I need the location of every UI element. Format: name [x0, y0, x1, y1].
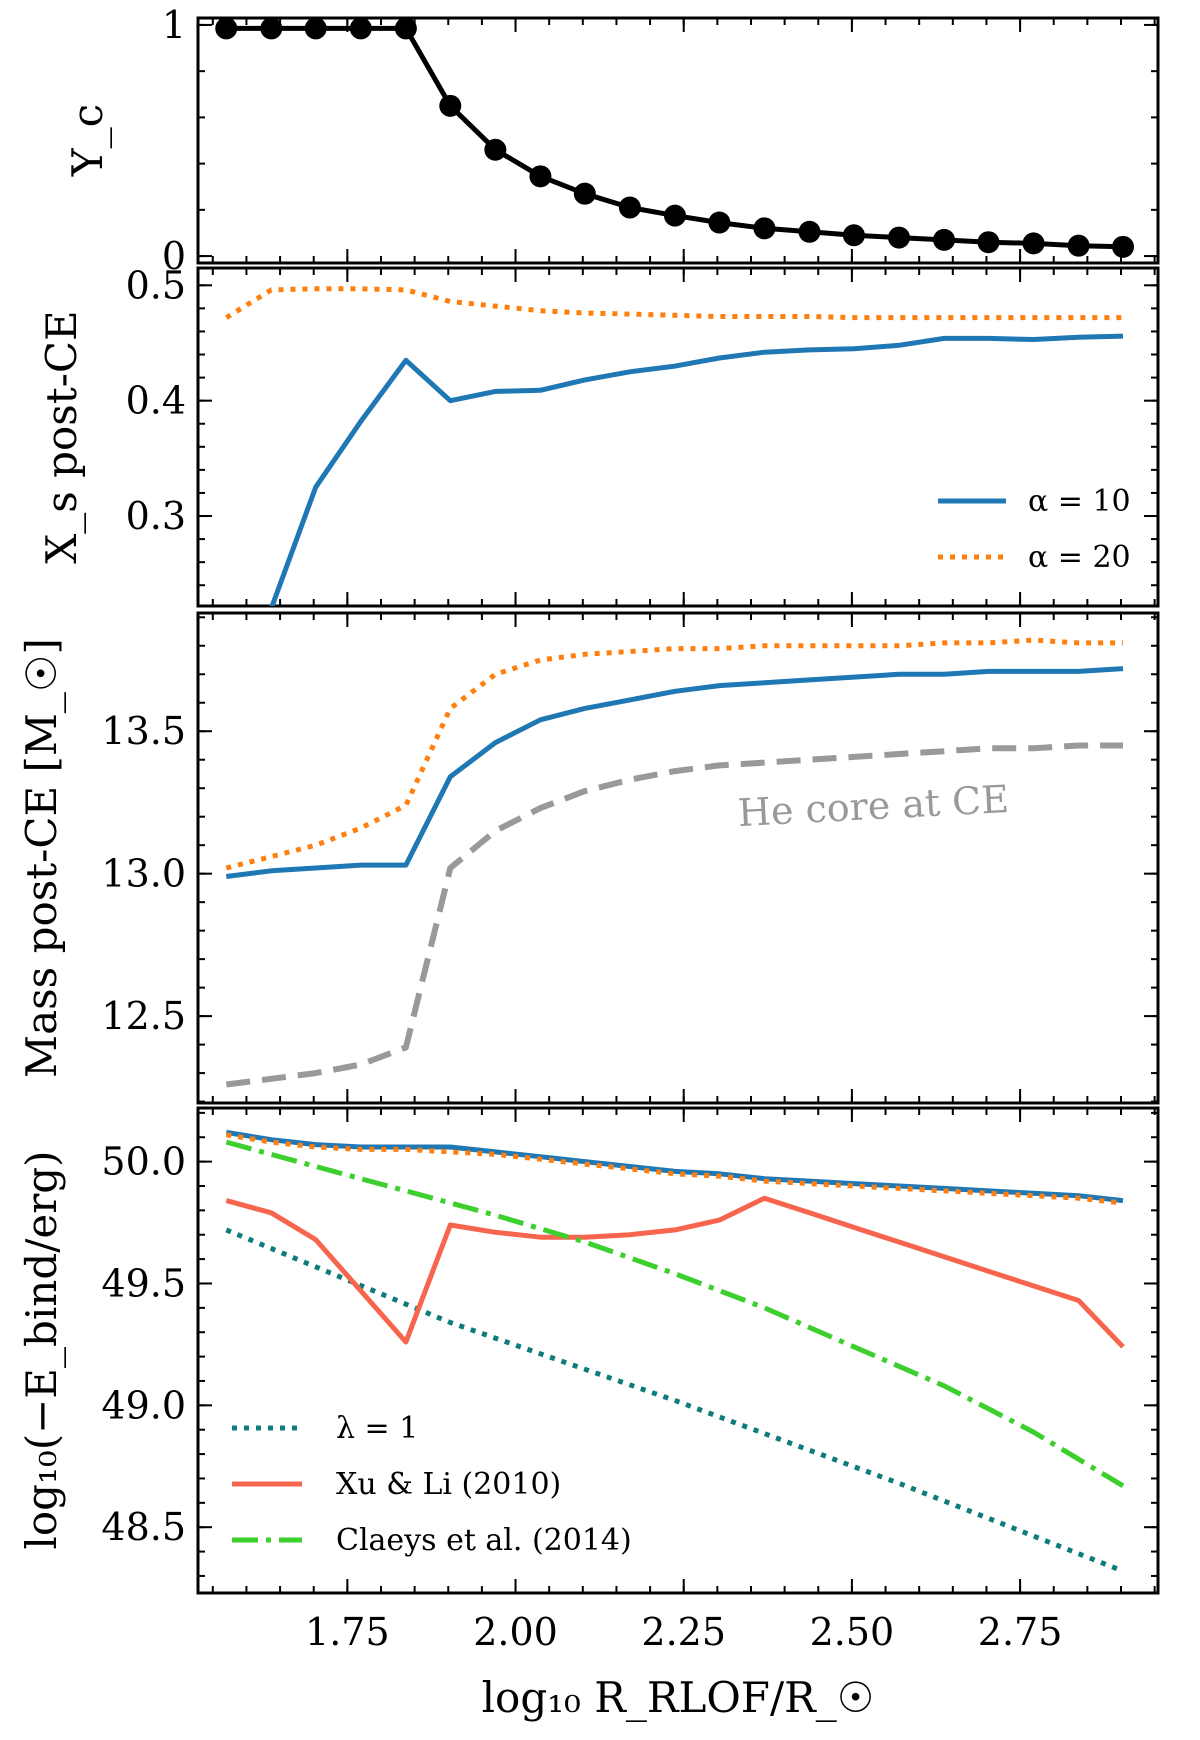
data-point	[977, 231, 1000, 254]
series-line-10	[269, 333, 1124, 606]
series-line-10	[225, 1129, 1124, 1204]
data-point	[529, 165, 552, 188]
y-tick-label: 13.5	[101, 709, 186, 753]
panel-mass-ylabel: Mass post-CE [M_☉]	[17, 638, 66, 1078]
panel-yc-frame	[196, 16, 1160, 265]
data-point	[215, 18, 238, 40]
x-tick-label: 2.50	[810, 1610, 895, 1654]
y-tick-label: 0	[162, 234, 186, 278]
series-line-1	[225, 1227, 1124, 1574]
y-tick-label: 50.0	[101, 1140, 186, 1184]
data-point	[618, 196, 641, 219]
x-tick-label: 2.75	[978, 1610, 1063, 1654]
panel-xs-frame	[196, 266, 1160, 608]
series-line-xu-li-2010	[225, 1195, 1125, 1349]
panel-xs-plot	[224, 286, 1124, 606]
series-line-20	[224, 286, 1123, 321]
data-point	[753, 217, 776, 240]
data-point	[933, 228, 956, 251]
panel-yc-yticks: 01	[162, 3, 1158, 278]
panel-yc: 01 Y_c	[63, 3, 1160, 278]
panel-xs-xticks	[211, 268, 1156, 606]
data-point	[304, 18, 327, 40]
legend-ebind: λ = 1 Xu & Li (2010) Claeys et al. (2014…	[232, 1411, 632, 1558]
data-point	[439, 94, 462, 117]
legend-xs: α = 10 α = 20	[938, 484, 1131, 575]
y-tick-label: 13.0	[101, 852, 186, 896]
data-point	[798, 220, 821, 243]
series-line-20	[225, 637, 1123, 871]
panel-mass-xticks	[211, 613, 1156, 1103]
panel-ebind-xticks	[211, 1108, 1156, 1593]
panel-yc-plot	[215, 18, 1135, 258]
y-tick-label: 49.0	[101, 1383, 186, 1427]
data-point	[887, 226, 910, 249]
data-point	[484, 138, 507, 161]
data-point	[1022, 232, 1045, 255]
panel-mass-plot	[225, 637, 1124, 1088]
x-axis-label: log₁₀ R_RLOF/R_☉	[482, 1673, 875, 1722]
data-point	[394, 18, 417, 40]
y-tick-label: 48.5	[101, 1505, 186, 1549]
y-tick-label: 12.5	[101, 994, 186, 1038]
data-point	[1067, 234, 1090, 257]
series-line-10	[225, 666, 1124, 879]
panel-ebind-yticks: 48.5 49.0 49.5 50.0	[101, 1111, 1158, 1577]
y-tick-label: 0.4	[126, 379, 186, 423]
data-point	[1112, 235, 1135, 258]
x-tick-label: 2.25	[641, 1610, 726, 1654]
series-line-he-core-at-ce	[225, 742, 1123, 1088]
panel-xs: 0.3 0.4 0.5 X_s post-CE α = 10 α = 20	[37, 263, 1160, 608]
y-tick-label: 0.5	[126, 263, 186, 307]
panel-ebind-plot	[225, 1129, 1125, 1574]
legend-xs-label-alpha10: α = 10	[1028, 484, 1131, 519]
panel-xs-yticks: 0.3 0.4 0.5	[126, 263, 1158, 587]
data-point	[349, 18, 372, 40]
x-tick-label: 2.00	[473, 1610, 558, 1654]
data-point	[708, 211, 731, 234]
panel-xs-ylabel: X_s post-CE	[37, 310, 86, 563]
data-point	[573, 182, 596, 205]
annotation-he-core: He core at CE	[737, 777, 1010, 835]
data-point	[260, 18, 283, 40]
legend-ebind-label-xuli: Xu & Li (2010)	[336, 1467, 561, 1502]
data-point	[663, 204, 686, 227]
panel-mass-yticks: 12.5 13.0 13.5	[101, 616, 1158, 1103]
panel-mass: 12.5 13.0 13.5 Mass post-CE [M_☉] He core …	[17, 611, 1160, 1105]
panel-yc-xticks	[211, 18, 1156, 263]
panel-yc-ylabel: Y_c	[63, 104, 112, 177]
x-tick-labels: 1.75 2.00 2.25 2.50 2.75	[305, 1610, 1062, 1654]
panel-ebind-ylabel: log₁₀(−E_bind/erg)	[17, 1150, 66, 1549]
y-tick-label: 49.5	[101, 1261, 186, 1305]
panel-ebind-frame	[196, 1106, 1160, 1595]
x-tick-label: 1.75	[305, 1610, 390, 1654]
legend-xs-label-alpha20: α = 20	[1028, 540, 1131, 575]
legend-ebind-label-claeys: Claeys et al. (2014)	[336, 1523, 632, 1558]
panel-ebind: 48.5 49.0 49.5 50.0 log₁₀(−E_bind/erg) λ = …	[17, 1106, 1160, 1595]
data-point	[842, 224, 865, 247]
series-line-claeys-et-al-2014	[225, 1139, 1125, 1488]
y-tick-label: 1	[162, 3, 186, 47]
legend-ebind-label-lambda: λ = 1	[336, 1411, 418, 1446]
y-tick-label: 0.3	[126, 494, 186, 538]
panel-mass-frame	[196, 611, 1160, 1105]
